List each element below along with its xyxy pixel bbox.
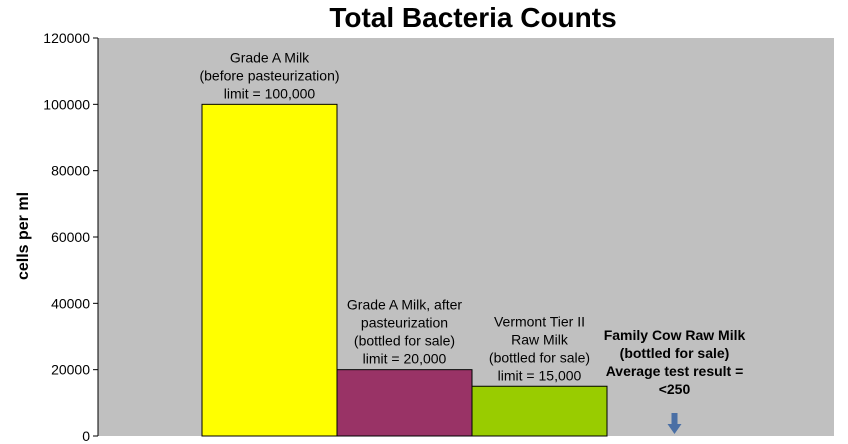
y-tick-label: 120000 (43, 30, 90, 46)
y-tick-label: 0 (82, 428, 90, 444)
down-arrow-icon (667, 413, 682, 434)
y-axis: 0 20000 40000 60000 80000 100000 120000 (43, 30, 99, 444)
bar-label: Vermont Tier II Raw Milk (bottled for sale… (489, 313, 590, 383)
bar (201, 103, 338, 437)
y-tick-label: 20000 (51, 362, 90, 378)
y-tick-label: 40000 (51, 295, 90, 311)
bar (336, 369, 473, 437)
bars (201, 103, 608, 437)
y-tick-label: 100000 (43, 96, 90, 112)
bar-label: Family Cow Raw Milk (bottled for sale) Ave… (604, 327, 746, 397)
y-tick-label: 80000 (51, 163, 90, 179)
arrow-shaft (671, 413, 678, 425)
bar-label: Grade A Milk (before pasteurization) limit… (199, 49, 339, 101)
chart-title: Total Bacteria Counts (329, 2, 616, 33)
arrow-head (667, 424, 682, 434)
y-tick-label: 60000 (51, 229, 90, 245)
bar (471, 385, 608, 437)
bar-labels: Grade A Milk (before pasteurization) limit… (199, 49, 745, 397)
bar-label: Grade A Milk, after pasteurization (bottle… (347, 297, 462, 367)
y-axis-label: cells per ml (15, 192, 32, 280)
